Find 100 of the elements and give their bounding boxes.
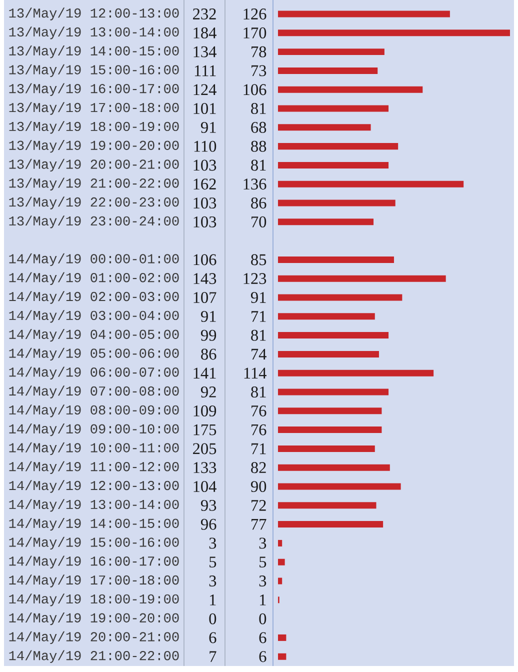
bar (278, 388, 389, 396)
y-tick-label: 13/May/19 19:00-20:00 (9, 140, 179, 153)
text: 162 (194, 178, 216, 190)
bar (278, 67, 378, 74)
bar (278, 294, 402, 301)
data-label: 3 (259, 538, 266, 549)
y-tick-label: 14/May/19 08:00-09:00 (9, 404, 179, 418)
y-tick-label: 13/May/19 21:00-22:00 (9, 178, 179, 190)
y-tick-label: 14/May/19 19:00-20:00 (9, 612, 179, 626)
data-label: 123 (244, 273, 266, 284)
text: 1 (210, 594, 216, 606)
text: 99 (200, 330, 216, 341)
y-tick-label: 13/May/19 15:00-16:00 (9, 64, 179, 78)
bar (278, 464, 390, 471)
y-tick-label: 14/May/19 01:00-02:00 (9, 272, 179, 285)
data-label: 86 (251, 198, 266, 209)
text: 92 (200, 386, 216, 398)
bar (278, 370, 434, 376)
bar (278, 502, 376, 509)
data-label: 5 (260, 556, 266, 568)
y-tick-label: 13/May/19 13:00-14:00 (9, 26, 179, 40)
bar (278, 143, 398, 150)
data-label: 126 (244, 8, 266, 20)
data-label: 71 (252, 443, 266, 454)
text: 111 (194, 65, 216, 76)
y-tick-label: 13/May/19 23:00-24:00 (9, 216, 179, 228)
data-label: 1 (260, 594, 266, 606)
text: 110 (194, 140, 216, 152)
text: 134 (194, 46, 216, 58)
data-label: 81 (251, 103, 266, 114)
y-tick-label: 14/May/19 07:00-08:00 (9, 386, 179, 398)
text: 86 (201, 348, 216, 360)
data-label: 81 (251, 386, 266, 398)
text: 109 (194, 405, 216, 416)
bar (278, 105, 389, 112)
y-tick-label: 14/May/19 02:00-03:00 (9, 291, 179, 304)
data-label: 81 (251, 330, 266, 341)
bar (278, 218, 374, 226)
data-label: 73 (252, 65, 266, 76)
text: 5 (210, 556, 216, 568)
y-tick-label: 13/May/19 14:00-15:00 (9, 45, 179, 58)
text: 143 (194, 273, 216, 284)
text: 6 (209, 632, 216, 644)
y-tick-label: 14/May/19 04:00-05:00 (9, 328, 179, 342)
data-label: 70 (252, 216, 266, 228)
bar (278, 30, 510, 36)
bar (278, 332, 389, 339)
text: 0 (209, 613, 216, 624)
data-label: 82 (251, 462, 266, 474)
y-tick-label: 14/May/19 20:00-21:00 (9, 631, 179, 644)
bar (278, 578, 282, 584)
y-tick-label: 14/May/19 00:00-01:00 (9, 253, 179, 266)
text: 184 (194, 27, 216, 38)
y-tick-label: 13/May/19 16:00-17:00 (9, 83, 179, 96)
text: 103 (194, 198, 216, 209)
bar (278, 445, 375, 452)
bar (278, 256, 394, 263)
text: 93 (200, 500, 216, 511)
y-tick-label: 13/May/19 17:00-18:00 (9, 102, 179, 115)
text: 106 (194, 254, 216, 266)
data-label: 81 (251, 160, 266, 171)
y-tick-label: 14/May/19 06:00-07:00 (9, 366, 179, 380)
bar (278, 162, 389, 168)
text: 96 (200, 518, 216, 530)
data-label: 136 (244, 178, 266, 190)
y-tick-label: 13/May/19 22:00-23:00 (9, 196, 179, 210)
text: 3 (209, 576, 216, 586)
data-label: 68 (251, 122, 266, 133)
y-tick-label: 14/May/19 18:00-19:00 (9, 594, 179, 606)
bar (278, 275, 446, 282)
y-tick-label: 14/May/19 03:00-04:00 (9, 310, 179, 323)
bar (278, 10, 450, 18)
data-label: 76 (252, 424, 266, 436)
bar (278, 483, 401, 490)
bar (278, 653, 286, 660)
data-label: 71 (252, 311, 266, 322)
text: 91 (200, 310, 216, 322)
y-tick-label: 13/May/19 12:00-13:00 (9, 8, 179, 20)
text: 101 (194, 103, 216, 114)
bar (278, 124, 371, 131)
text: 133 (194, 462, 216, 474)
bar (278, 200, 396, 206)
data-label: 6 (259, 651, 266, 662)
text: 124 (194, 84, 216, 95)
data-label: 78 (252, 46, 266, 58)
bar (278, 408, 382, 414)
data-label: 90 (250, 481, 266, 492)
y-tick-label: 14/May/19 05:00-06:00 (9, 348, 179, 361)
bar (278, 86, 423, 93)
bar (278, 180, 464, 188)
y-tick-label: 14/May/19 12:00-13:00 (9, 480, 179, 493)
bar (278, 540, 282, 546)
y-tick-label: 14/May/19 14:00-15:00 (9, 518, 179, 531)
y-tick-label: 14/May/19 09:00-10:00 (9, 423, 179, 436)
bar (278, 48, 384, 56)
y-tick-label: 14/May/19 21:00-22:00 (9, 650, 179, 663)
bar (278, 558, 285, 566)
data-label: 6 (259, 632, 266, 644)
y-tick-label: 14/May/19 10:00-11:00 (9, 442, 179, 456)
text: 103 (194, 216, 216, 228)
